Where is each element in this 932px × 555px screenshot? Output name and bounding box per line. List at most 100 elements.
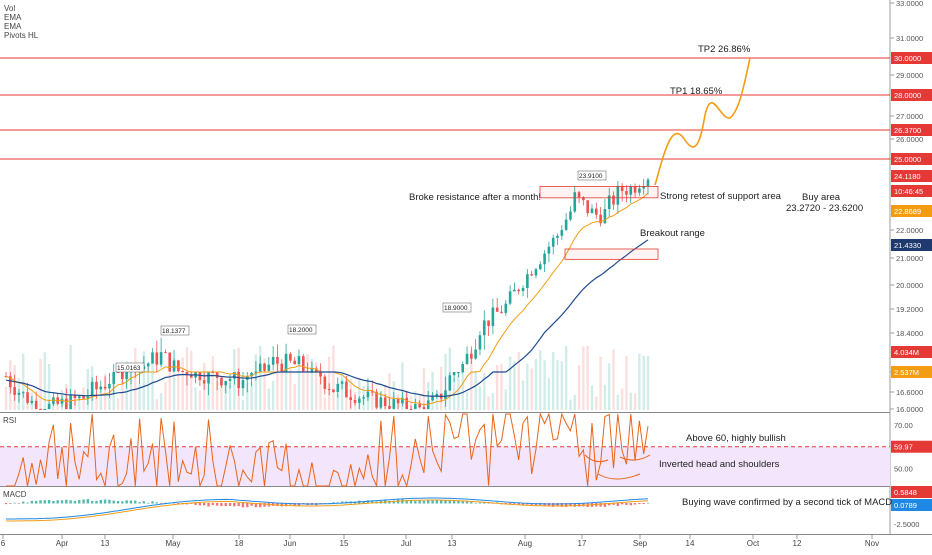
- volume-bar: [638, 353, 641, 410]
- time-tick-label: Jun: [284, 539, 297, 548]
- volume-bar: [461, 365, 464, 410]
- volume-bar: [108, 394, 111, 410]
- head-shoulders-curve: [597, 473, 641, 480]
- candle-body: [629, 186, 633, 195]
- volume-bar: [172, 358, 176, 410]
- macd-bar: [60, 500, 64, 504]
- macd-bar: [603, 503, 607, 507]
- volume-bar: [228, 382, 232, 410]
- volume-bar: [495, 364, 499, 410]
- candle-body: [517, 289, 521, 292]
- volume-bar: [181, 357, 184, 410]
- macd-bar: [56, 500, 59, 504]
- macd-bar: [207, 503, 210, 507]
- candle-body: [345, 381, 348, 398]
- macd-bar: [224, 503, 227, 507]
- macd-bar: [146, 502, 150, 504]
- volume-bar: [207, 383, 210, 410]
- macd-signal-line: [6, 499, 649, 522]
- candle-body: [319, 372, 322, 377]
- price-tag: [891, 346, 932, 358]
- macd-bar: [444, 500, 447, 504]
- price-tag: [891, 89, 932, 101]
- macd-bar: [599, 503, 602, 507]
- time-tick-label: 17: [578, 539, 587, 548]
- macd-bar: [203, 503, 206, 506]
- candle-body: [534, 269, 538, 276]
- legend-ema-1[interactable]: EMA: [4, 13, 22, 22]
- volume-bar: [211, 356, 215, 410]
- candle-body: [392, 398, 396, 409]
- candle-body: [202, 380, 206, 384]
- volume-bar: [142, 351, 146, 410]
- legend-vol[interactable]: Vol: [4, 4, 16, 13]
- volume-bar: [159, 392, 163, 410]
- candle-body: [620, 185, 624, 192]
- volume-bar: [547, 378, 551, 410]
- volume-bar: [103, 373, 107, 410]
- price-tick-label: 31.0000: [896, 34, 923, 43]
- volume-bar: [435, 395, 439, 410]
- candle-body: [586, 200, 589, 214]
- macd-bar: [233, 503, 236, 507]
- broke-resistance-annotation: Broke resistance after a month!: [409, 192, 541, 203]
- price-tick-label: 20.0000: [896, 281, 923, 290]
- candle-body: [388, 406, 391, 409]
- candle-body: [452, 372, 456, 376]
- ema-slow-line: [5, 239, 649, 398]
- price-tag: [891, 124, 932, 136]
- volume-bar: [276, 361, 279, 410]
- time-tick-label: 18: [235, 539, 244, 548]
- candle-body: [280, 363, 284, 372]
- macd-bar: [30, 500, 34, 504]
- macd-value-label: 0.0789: [894, 501, 917, 510]
- rsi-tick-label: 50.00: [894, 465, 913, 474]
- macd-bar: [435, 500, 439, 504]
- candle-body: [34, 400, 38, 409]
- macd-bar: [340, 501, 344, 504]
- volume-bar: [4, 386, 8, 410]
- candle-body: [448, 375, 452, 391]
- candle-body: [17, 392, 21, 395]
- macd-bar: [439, 500, 443, 504]
- volume-bar: [69, 345, 72, 410]
- macd-bar: [194, 503, 197, 505]
- volume-bar: [246, 382, 249, 410]
- candle-body: [362, 397, 365, 399]
- volume-bar: [168, 372, 171, 410]
- rsi-line: [6, 412, 649, 488]
- candle-body: [73, 394, 77, 399]
- candle-body: [495, 307, 499, 312]
- macd-bar: [422, 500, 426, 504]
- price-tag: [891, 239, 932, 251]
- volume-bar: [608, 363, 611, 410]
- macd-bar: [513, 503, 516, 504]
- candle-body: [228, 378, 232, 382]
- macd-bar: [39, 500, 42, 504]
- volume-bar: [224, 386, 227, 410]
- candle-body: [538, 264, 542, 270]
- macd-bar: [13, 502, 16, 504]
- pivot-label: 15.0163: [117, 365, 141, 372]
- volume-bar: [293, 383, 296, 410]
- candle-body: [116, 372, 120, 373]
- candle-body: [263, 363, 266, 371]
- macd-bar: [211, 503, 215, 505]
- candle-body: [258, 363, 262, 372]
- macd-bar: [95, 500, 98, 504]
- candle-body: [478, 335, 482, 350]
- volume-bar: [151, 361, 154, 410]
- macd-bar: [504, 503, 508, 504]
- legend-pivots[interactable]: Pivots HL: [4, 31, 39, 40]
- volume-bar: [358, 380, 361, 410]
- macd-bar: [52, 500, 55, 504]
- pivot-label: 18.9000: [444, 305, 468, 312]
- volume-bar: [267, 388, 271, 410]
- candle-body: [396, 398, 400, 404]
- volume-bar: [254, 354, 258, 410]
- volume-bar: [95, 393, 98, 410]
- macd-bar: [246, 503, 249, 508]
- price-tick-label: 26.0000: [896, 135, 923, 144]
- legend-ema-2[interactable]: EMA: [4, 22, 22, 31]
- macd-bar: [99, 499, 102, 504]
